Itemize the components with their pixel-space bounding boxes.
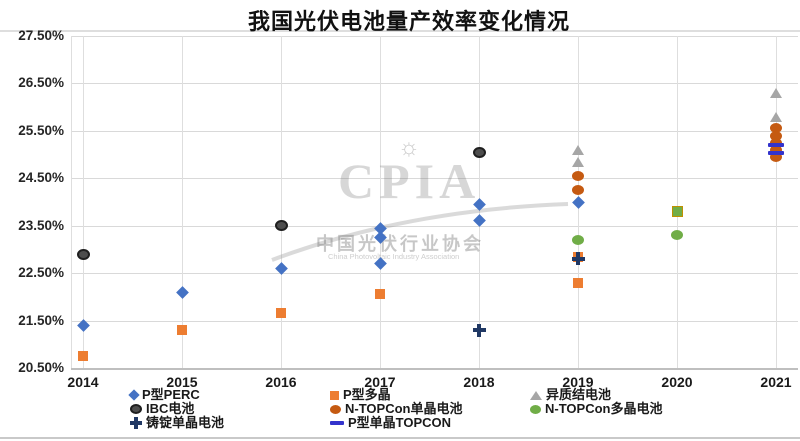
data-point [770,123,782,134]
data-point [373,231,387,244]
grid-line-h [71,36,798,37]
y-tick-label: 25.50% [18,122,64,138]
x-tick-label: 2016 [265,374,297,390]
grid-line-h [71,83,798,84]
data-point [770,151,782,162]
grid-line-h [71,321,798,322]
grid-line-v [380,36,381,368]
grid-line-h [71,273,798,274]
y-tick-label: 23.50% [18,217,64,233]
legend-item: N-TOPCon单晶电池 [330,402,530,416]
data-point [177,325,187,336]
data-point [769,111,782,122]
grid-line-h [71,178,798,179]
chart-legend: P型PERC P型多晶 异质结电池 IBC电池 N-TOPCon单晶电池 N-TOPCon… [128,387,780,430]
legend-marker-plus-icon [130,417,142,429]
x-tick-label: 2021 [760,374,792,390]
data-point [78,351,88,362]
data-point [769,87,782,98]
data-point [770,137,782,148]
data-point [770,130,782,141]
x-tick-label: 2015 [166,374,198,390]
data-point [572,185,584,196]
legend-marker-circle-icon [530,404,541,414]
data-point [571,252,585,266]
grid-line-v [83,36,84,368]
legend-marker-square-icon [330,390,339,400]
legend-label: P型PERC [142,387,200,402]
data-point [472,197,486,211]
data-point [571,156,584,167]
y-tick-label: 22.50% [18,265,64,281]
data-point [768,151,784,156]
chart-title: 我国光伏电池量产效率变化情况 [247,9,570,34]
data-point [571,144,584,155]
y-tick-label: 26.50% [18,75,64,91]
x-tick-label: 2019 [562,374,594,390]
legend-label: 异质结电池 [546,387,612,402]
x-tick-label: 2018 [463,374,495,390]
x-tick-label: 2014 [67,374,99,390]
divider-line-bottom [0,437,800,439]
data-point [671,230,683,241]
legend-label: IBC电池 [146,401,195,416]
y-tick-label: 20.50% [18,360,64,375]
grid-line-h [71,226,798,227]
legend-item: P型PERC [128,387,330,402]
data-point [768,143,784,148]
legend-label: 铸锭单晶电池 [146,415,225,430]
legend-marker-triangle-icon [530,390,542,400]
org-name-en: China Photovoltaic Industry Association [328,252,460,261]
legend-item: 铸锭单晶电池 [130,416,330,430]
data-point [76,248,90,260]
legend-item: P型单晶TOPCON [330,416,530,430]
grid-line-v [677,36,678,368]
grid-line-h [71,131,798,132]
org-name-cn: 中国光伏行业协会 [316,234,484,254]
grid-line-v [182,36,183,368]
grid-line-h [71,368,798,370]
legend-item: N-TOPCon多晶电池 [530,402,780,416]
data-point [373,257,387,271]
legend-marker-diamond-icon [128,389,140,401]
y-tick-label: 24.50% [18,170,64,186]
data-point [571,195,585,209]
data-point [671,205,683,217]
legend-label: P型多晶 [343,387,391,402]
legend-label: P型单晶TOPCON [348,415,452,430]
divider-line-top [0,30,800,32]
data-point [175,285,189,299]
legend-label: N-TOPCon单晶电池 [345,401,463,416]
data-point [572,234,584,245]
legend-item: P型多晶 [330,388,530,402]
data-point [472,146,486,158]
cpia-logo-text: CPIA [338,153,481,209]
grid-line-v [776,36,777,368]
x-tick-label: 2017 [364,374,396,390]
data-point [770,144,782,155]
legend-item: IBC电池 [130,402,330,416]
legend-item: 异质结电池 [530,388,780,402]
data-point [276,308,286,319]
data-point [472,323,486,337]
x-tick-label: 2020 [661,374,693,390]
grid-line-v [281,36,282,368]
legend-marker-circle-ring-icon [130,404,142,414]
data-point [274,220,288,232]
sun-icon: ☼ [398,134,420,161]
legend-label: N-TOPCon多晶电池 [545,401,663,416]
data-point [572,170,584,181]
legend-marker-dash-icon [330,421,344,425]
data-point [375,289,385,300]
y-tick-label: 21.50% [18,312,64,328]
y-tick-label: 27.50% [18,28,64,43]
legend-marker-circle-icon [330,404,341,414]
data-point [573,277,583,288]
plot-left-border [71,36,72,368]
